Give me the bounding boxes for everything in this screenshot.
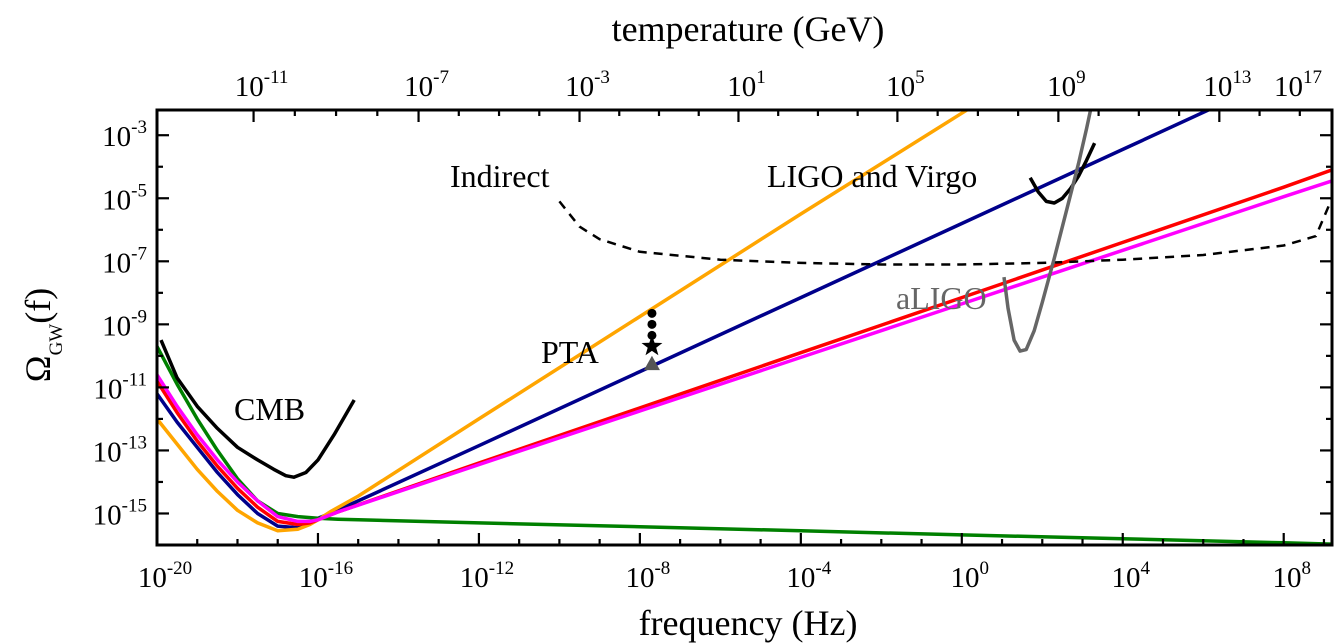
label-indirect: Indirect [450, 158, 550, 194]
y-tick-label: 10-13 [93, 432, 147, 468]
label-ligo-virgo: LIGO and Virgo [767, 158, 977, 194]
ligo-virgo-constraint-curve [1028, 142, 1097, 205]
pta-dot-1 [647, 308, 657, 318]
aligo-sensitivity-curve [1002, 110, 1093, 353]
label-pta: PTA [541, 334, 599, 370]
label-cmb: CMB [234, 391, 305, 427]
x2-axis-title: temperature (GeV) [612, 9, 885, 49]
label-aligo: aLIGO [896, 280, 987, 316]
x-tick-label: 108 [1272, 558, 1311, 594]
plot-frame [155, 108, 1334, 547]
pta-dot-3 [647, 330, 657, 340]
x2-tick-label: 105 [886, 67, 925, 103]
y-tick-label: 10-3 [102, 117, 147, 153]
y-axis-symbol: Ω [18, 355, 58, 382]
x2-tick-label: 101 [727, 67, 766, 103]
x-tick-label: 10-8 [625, 558, 670, 594]
x2-tick-label: 10-7 [404, 67, 449, 103]
cmb-constraint-curve [159, 339, 356, 479]
x-tick-label: 10-4 [786, 558, 831, 594]
y-tick-label: 10-7 [102, 243, 147, 279]
y-tick-label: 10-15 [93, 495, 147, 531]
x2-tick-label: 10-3 [565, 67, 610, 103]
x-tick-label: 10-20 [138, 558, 192, 594]
x-tick-label: 10-12 [460, 558, 514, 594]
series-line-4 [157, 168, 1332, 527]
y-tick-label: 10-5 [102, 180, 147, 216]
y-tick-label: 10-11 [93, 369, 147, 405]
series-line-1 [157, 110, 1213, 530]
x2-tick-label: 1013 [1203, 67, 1251, 103]
pta-dot-2 [647, 319, 657, 329]
x-tick-label: 10-16 [299, 558, 353, 594]
x2-tick-label: 109 [1047, 67, 1086, 103]
y-axis-title: ΩGW(f) [18, 288, 67, 382]
x-tick-label: 104 [1112, 558, 1151, 594]
svg-text:ΩGW(f): ΩGW(f) [18, 288, 67, 382]
y-axis-subscript: GW [46, 324, 67, 356]
x-tick-label: 100 [951, 558, 990, 594]
pta-triangle-marker [643, 355, 660, 371]
x2-tick-label: 1017 [1274, 67, 1322, 103]
series-line-5 [157, 179, 1332, 524]
x2-tick-label: 10-11 [235, 67, 289, 103]
y-tick-label: 10-9 [102, 306, 147, 342]
series-line-3 [157, 345, 1332, 545]
pta-star-marker [641, 335, 663, 356]
y-axis-argument: (f) [18, 288, 58, 324]
x-axis-title: frequency (Hz) [639, 603, 858, 643]
